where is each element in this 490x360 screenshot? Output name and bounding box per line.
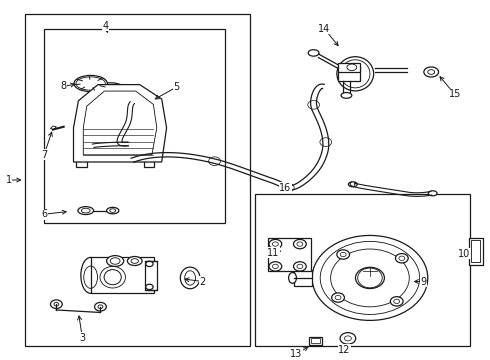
Ellipse shape: [81, 208, 90, 213]
Ellipse shape: [180, 267, 200, 289]
Ellipse shape: [341, 93, 352, 98]
Text: 13: 13: [290, 349, 303, 359]
Text: 11: 11: [268, 248, 280, 258]
Circle shape: [320, 138, 332, 147]
Bar: [309, 337, 322, 345]
Ellipse shape: [347, 64, 357, 71]
Ellipse shape: [76, 77, 105, 90]
Ellipse shape: [106, 256, 123, 266]
Polygon shape: [50, 126, 56, 130]
Ellipse shape: [78, 207, 94, 215]
Circle shape: [308, 100, 319, 109]
Ellipse shape: [95, 302, 106, 311]
Bar: [338, 67, 360, 81]
Text: 15: 15: [448, 89, 461, 99]
Ellipse shape: [348, 182, 357, 187]
Ellipse shape: [50, 300, 62, 309]
Ellipse shape: [308, 50, 319, 56]
Bar: [255, 194, 470, 346]
Circle shape: [356, 267, 384, 289]
Bar: [471, 240, 480, 262]
Bar: [91, 257, 154, 293]
Circle shape: [269, 262, 282, 271]
Circle shape: [312, 235, 428, 320]
Circle shape: [282, 183, 294, 192]
Text: 14: 14: [318, 24, 330, 34]
Ellipse shape: [122, 141, 132, 147]
Bar: [144, 161, 154, 167]
Ellipse shape: [146, 284, 153, 289]
Text: 12: 12: [338, 345, 351, 355]
Bar: [294, 270, 312, 286]
Circle shape: [337, 250, 349, 259]
Circle shape: [294, 239, 306, 249]
Circle shape: [269, 239, 282, 249]
Ellipse shape: [289, 273, 296, 283]
Ellipse shape: [337, 57, 374, 91]
Bar: [24, 14, 250, 346]
Ellipse shape: [97, 87, 123, 100]
Circle shape: [391, 297, 403, 306]
Text: 16: 16: [279, 183, 291, 193]
Circle shape: [332, 293, 344, 302]
Text: 9: 9: [421, 276, 427, 287]
Circle shape: [395, 253, 408, 263]
Ellipse shape: [146, 261, 153, 266]
Text: 6: 6: [41, 209, 47, 219]
Text: 4: 4: [102, 21, 108, 31]
Text: 1: 1: [6, 175, 12, 185]
Bar: [145, 261, 157, 290]
Polygon shape: [74, 85, 167, 162]
Text: 2: 2: [199, 276, 205, 287]
Ellipse shape: [106, 207, 119, 214]
Text: 8: 8: [61, 81, 67, 91]
Bar: [44, 29, 225, 223]
Text: 7: 7: [41, 150, 47, 160]
Ellipse shape: [74, 75, 107, 91]
Ellipse shape: [110, 209, 116, 212]
Bar: [311, 338, 320, 343]
Ellipse shape: [81, 257, 100, 293]
Circle shape: [340, 333, 356, 344]
Bar: [268, 238, 311, 271]
Bar: [338, 63, 360, 72]
Circle shape: [209, 157, 221, 166]
Bar: [76, 161, 87, 167]
Ellipse shape: [424, 67, 439, 77]
Bar: [134, 110, 157, 135]
Text: 5: 5: [173, 82, 179, 92]
Bar: [469, 238, 483, 265]
Text: 10: 10: [459, 249, 470, 259]
Ellipse shape: [93, 83, 127, 101]
Circle shape: [294, 262, 306, 271]
Ellipse shape: [428, 191, 437, 196]
Text: 3: 3: [79, 333, 85, 343]
Ellipse shape: [127, 256, 142, 266]
